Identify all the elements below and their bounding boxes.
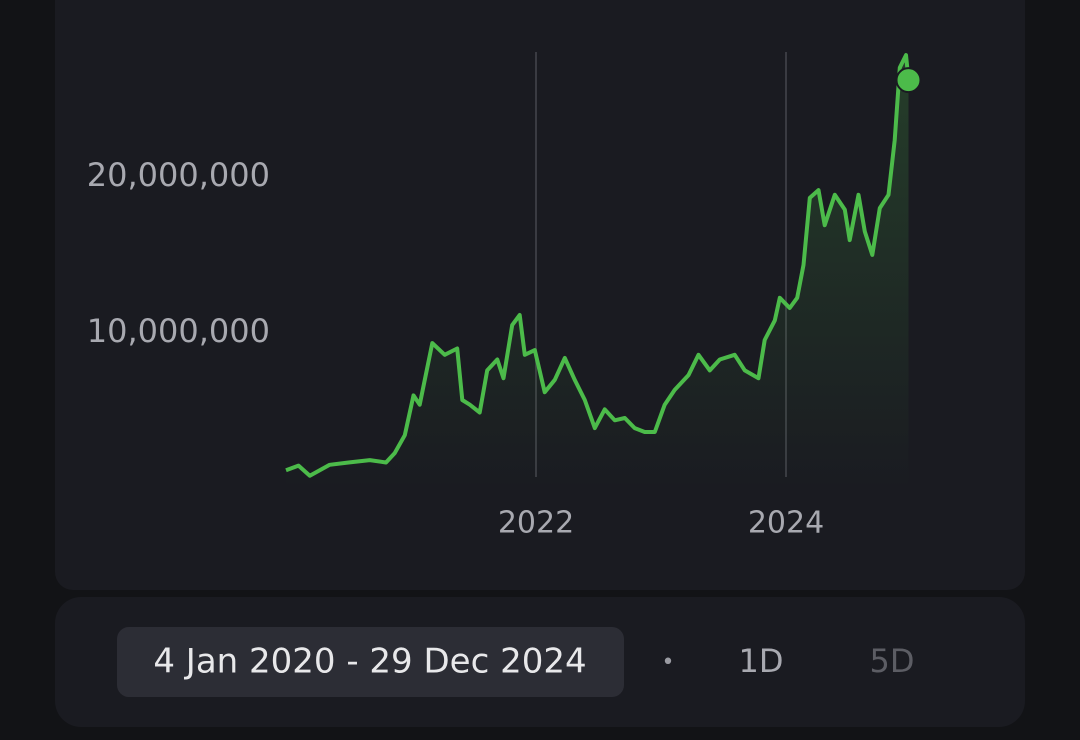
y-tick-label: 20,000,000	[87, 156, 270, 194]
separator: •	[662, 650, 675, 675]
plot: 2022 2024 10,000,000 20,000,000	[87, 52, 922, 541]
y-tick-label: 10,000,000	[87, 312, 270, 350]
option-1d[interactable]: 1D	[739, 642, 784, 680]
option-5d[interactable]: 5D	[870, 642, 915, 680]
area-fill	[286, 55, 909, 489]
range-label[interactable]: 4 Jan 2020 - 29 Dec 2024	[153, 642, 586, 682]
price-line	[285, 53, 911, 478]
x-tick-label: 2022	[498, 506, 574, 541]
range-pill[interactable]	[117, 627, 624, 697]
x-tick-label: 2024	[748, 506, 824, 541]
end-dot	[895, 67, 922, 94]
